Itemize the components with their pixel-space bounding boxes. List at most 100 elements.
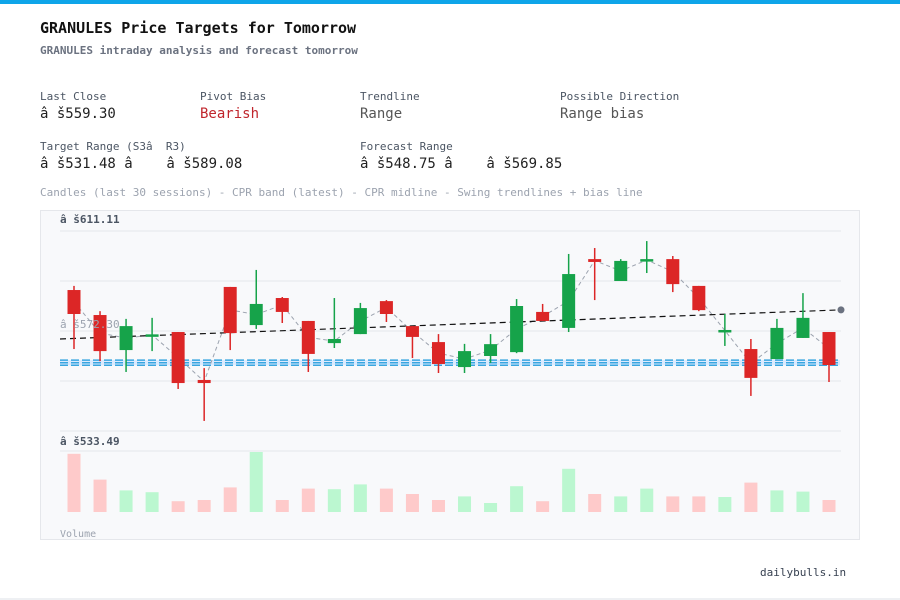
volume-bar bbox=[353, 484, 367, 512]
bottom-divider bbox=[0, 598, 900, 600]
volume-bar bbox=[614, 496, 628, 512]
candle-body bbox=[145, 334, 159, 337]
top-accent-bar bbox=[0, 0, 900, 4]
candle bbox=[171, 332, 185, 389]
candle bbox=[353, 302, 367, 335]
volume-bar bbox=[588, 494, 602, 512]
candle-body bbox=[93, 315, 107, 352]
candle bbox=[744, 338, 758, 396]
stat-last-close: Last Close â š559.30 bbox=[40, 90, 116, 122]
stat-value: Range bias bbox=[560, 106, 645, 122]
volume-bar bbox=[197, 500, 211, 512]
candle-body bbox=[379, 301, 393, 314]
volume-bar bbox=[640, 488, 654, 512]
candle-body bbox=[640, 259, 654, 262]
candle-body bbox=[536, 311, 550, 321]
candle bbox=[379, 300, 393, 322]
candle-body bbox=[562, 274, 576, 328]
bias-trendline bbox=[59, 309, 842, 340]
stat-label: Forecast Range bbox=[360, 140, 453, 153]
volume-bar bbox=[145, 492, 159, 512]
y-label-mid: â š572.30 bbox=[60, 318, 120, 331]
candles bbox=[67, 241, 836, 421]
stat-value: Range bbox=[360, 106, 403, 122]
candle-body bbox=[458, 351, 472, 368]
candle-body bbox=[301, 320, 315, 354]
volume-bar bbox=[458, 496, 472, 512]
volume-bar bbox=[692, 496, 706, 512]
footer-brand: dailybulls.in bbox=[760, 566, 847, 579]
volume-bar bbox=[510, 486, 524, 512]
candle bbox=[614, 259, 628, 282]
candle bbox=[197, 368, 211, 421]
candle bbox=[666, 256, 680, 293]
y-label-bottom: â š533.49 bbox=[60, 435, 120, 448]
swing-trendlines bbox=[73, 259, 830, 383]
volume-bar bbox=[744, 482, 758, 512]
stat-label: Pivot Bias bbox=[200, 90, 267, 103]
candle bbox=[119, 318, 133, 372]
volume-bar bbox=[249, 452, 263, 512]
volume-bar bbox=[379, 488, 393, 512]
candle bbox=[692, 285, 706, 312]
page-title: GRANULES Price Targets for Tomorrow bbox=[40, 19, 357, 37]
candle-body bbox=[431, 342, 445, 364]
candle-body bbox=[692, 285, 706, 311]
volume-bar bbox=[484, 503, 498, 512]
bias-line bbox=[59, 306, 845, 340]
candle-body bbox=[249, 303, 263, 326]
volume-bar bbox=[562, 468, 576, 512]
stat-pivot-bias: Pivot Bias Bearish bbox=[200, 90, 266, 122]
volume-bar bbox=[171, 501, 185, 512]
stat-label: Target Range (S3â R3) bbox=[40, 140, 186, 153]
candle-body bbox=[197, 379, 211, 384]
candle bbox=[510, 299, 524, 354]
candle-body bbox=[796, 317, 810, 338]
candle bbox=[640, 241, 654, 274]
bias-endpoint bbox=[837, 306, 845, 314]
candle-body bbox=[614, 260, 628, 282]
candle bbox=[796, 293, 810, 338]
candle-body bbox=[405, 326, 419, 337]
candle bbox=[223, 286, 237, 351]
candle-body bbox=[718, 329, 732, 333]
stat-value: Bearish bbox=[200, 106, 260, 122]
candle bbox=[431, 334, 445, 373]
candle-body bbox=[510, 306, 524, 353]
volume-bar bbox=[223, 487, 237, 512]
candle bbox=[536, 303, 550, 321]
candle-body bbox=[822, 332, 836, 366]
cpr-band bbox=[60, 359, 841, 367]
candle bbox=[301, 320, 315, 372]
stat-label: Trendline bbox=[360, 90, 420, 103]
candle bbox=[770, 318, 784, 360]
stat-label: Last Close bbox=[40, 90, 107, 103]
volume-bar bbox=[275, 500, 289, 512]
candle-body bbox=[119, 326, 133, 351]
swing-line bbox=[73, 259, 830, 383]
candle bbox=[275, 296, 289, 324]
candle-body bbox=[744, 349, 758, 378]
volume-bar bbox=[67, 453, 81, 512]
chart-panel: â š611.11 â š572.30 â š533.49 Volume bbox=[40, 210, 860, 540]
y-label-top: â š611.11 bbox=[60, 213, 120, 226]
chart-legend: Candles (last 30 sessions) - CPR band (l… bbox=[40, 186, 643, 199]
volume-bar bbox=[119, 490, 133, 512]
volume-bar bbox=[301, 488, 315, 512]
candle bbox=[588, 248, 602, 301]
candle-body bbox=[67, 290, 81, 314]
candlestick-chart: â š611.11 â š572.30 â š533.49 Volume bbox=[59, 213, 845, 540]
volume-bar bbox=[666, 496, 680, 512]
volume-bar bbox=[93, 479, 107, 512]
stat-target-range: Target Range (S3â R3) â š531.48 â â š589… bbox=[40, 140, 242, 172]
stat-value: â š548.75 â â š569.85 bbox=[360, 156, 563, 172]
candle bbox=[718, 313, 732, 346]
candle bbox=[249, 269, 263, 329]
volume-bar bbox=[822, 500, 836, 512]
volume-bar bbox=[431, 500, 445, 512]
volume-bar bbox=[405, 494, 419, 512]
candle-body bbox=[666, 259, 680, 285]
candle bbox=[327, 298, 341, 349]
candle-body bbox=[770, 327, 784, 360]
candle-body bbox=[275, 298, 289, 312]
